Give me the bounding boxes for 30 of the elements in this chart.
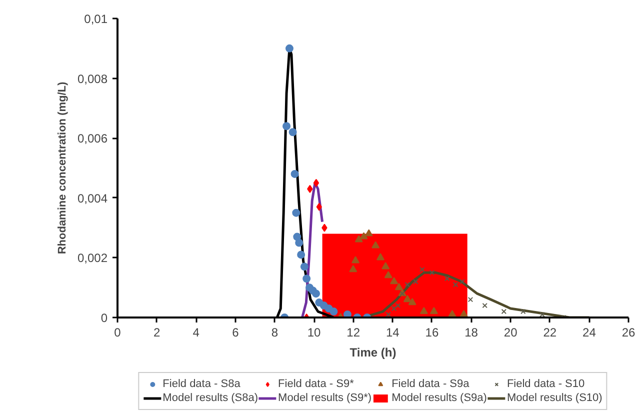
x-tick-label: 4 (192, 326, 200, 340)
y-tick-label: 0,004 (77, 191, 108, 206)
legend-label: Model results (S10) (506, 391, 602, 405)
x-tick-label: 26 (622, 326, 636, 340)
x-tick-label: 10 (307, 326, 322, 340)
legend-label: Field data - S9a (392, 377, 470, 391)
x-tick-label: 0 (114, 326, 122, 340)
x-tick-label: 14 (386, 326, 400, 340)
legend-label: Field data - S8a (162, 377, 240, 391)
y-tick-label: 0,006 (77, 132, 108, 146)
legend-label: Field data - S10 (506, 377, 585, 391)
y-tick-label: 0 (100, 311, 108, 325)
x-axis-title: Time (h) (350, 346, 396, 360)
y-tick-label: 0,002 (77, 251, 108, 266)
x-tick-label: 2 (153, 326, 160, 340)
x-tick-label: 16 (425, 326, 439, 340)
x-tick-label: 8 (271, 326, 278, 340)
x-tick-label: 24 (582, 326, 596, 340)
x-tick-label: 6 (232, 326, 240, 340)
legend-label: Model results (S8a) (162, 391, 258, 405)
y-tick-label: 0,008 (77, 72, 108, 86)
x-tick-label: 20 (504, 326, 518, 340)
y-axis-title: Rhodamine concentration (mg/L) (56, 81, 68, 254)
legend-label: Model results (S9a) (392, 391, 487, 405)
x-tick-label: 22 (543, 326, 557, 340)
legend-label: Model results (S9*) (278, 391, 372, 405)
x-tick-label: 18 (464, 326, 478, 340)
y-tick-label: 0,01 (84, 12, 108, 26)
x-tick-label: 12 (346, 326, 360, 340)
legend-label: Field data - S9* (278, 377, 354, 391)
